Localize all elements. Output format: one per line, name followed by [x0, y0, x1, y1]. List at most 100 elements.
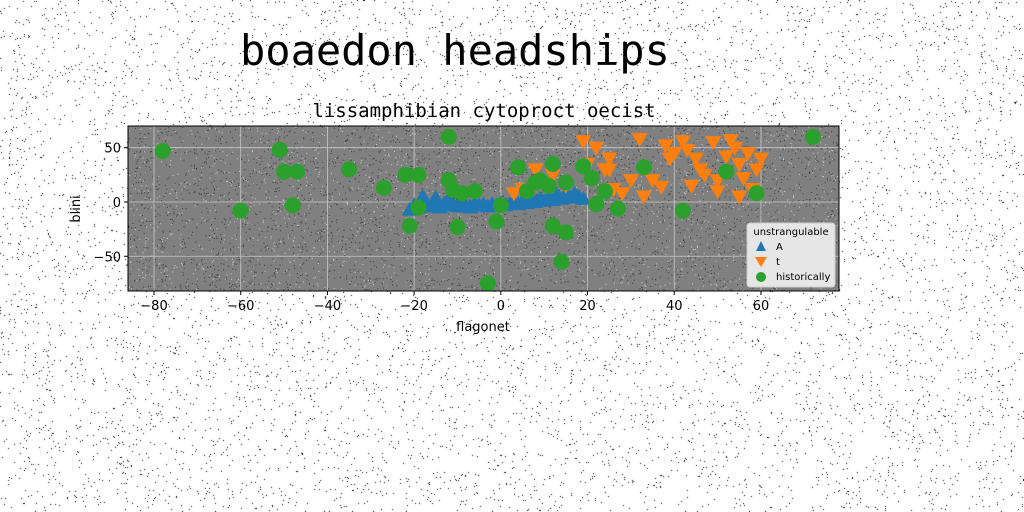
y-axis-label: blini — [69, 195, 84, 222]
point-t — [752, 152, 769, 167]
point-historically — [479, 275, 496, 292]
x-tick-label: −80 — [140, 299, 167, 314]
point-t — [527, 163, 544, 178]
point-t — [718, 150, 735, 165]
point-historically — [276, 163, 293, 180]
point-historically — [527, 174, 544, 191]
point-t — [696, 168, 713, 183]
x-tick-label: 0 — [497, 299, 505, 314]
point-historically — [596, 183, 613, 200]
legend-label-historically: historically — [776, 272, 830, 283]
point-historically — [575, 158, 592, 175]
point-t — [731, 190, 748, 205]
point-historically — [544, 217, 561, 234]
point-historically — [375, 179, 392, 196]
x-tick-label: −20 — [400, 299, 427, 314]
point-t — [709, 185, 726, 200]
point-a — [427, 189, 444, 204]
legend: unstrangulable A t historically — [746, 222, 836, 288]
point-historically — [553, 253, 570, 270]
legend-box — [746, 222, 836, 288]
point-historically — [401, 217, 418, 234]
point-historically — [674, 202, 691, 219]
point-historically — [540, 177, 557, 194]
point-historically — [410, 199, 427, 216]
plot-noise — [128, 126, 840, 292]
point-t — [601, 152, 618, 167]
point-historically — [492, 197, 509, 214]
point-t — [544, 168, 561, 183]
point-t — [679, 143, 696, 158]
point-t — [674, 135, 691, 150]
point-t — [575, 135, 592, 150]
point-historically — [583, 170, 600, 187]
point-historically — [557, 174, 574, 191]
point-historically — [449, 218, 466, 235]
point-historically — [609, 200, 626, 217]
point-t — [748, 163, 765, 178]
point-t — [731, 157, 748, 172]
point-historically — [718, 163, 735, 180]
x-tick-label: −60 — [227, 299, 254, 314]
legend-marker-t — [755, 257, 767, 267]
legend-marker-a — [756, 241, 766, 251]
point-a — [440, 190, 457, 205]
point-t — [722, 134, 739, 149]
point-t — [588, 141, 605, 156]
data-marks — [154, 128, 821, 292]
point-historically — [341, 161, 358, 178]
point-t — [614, 187, 631, 202]
point-historically — [440, 128, 457, 145]
point-historically — [488, 213, 505, 230]
point-t — [666, 147, 683, 162]
y-axis-ticks: −50 0 50 — [94, 142, 128, 265]
point-historically — [154, 142, 171, 159]
plot-frame — [127, 125, 840, 292]
point-historically — [635, 159, 652, 176]
point-t — [635, 190, 652, 205]
point-t — [601, 163, 618, 178]
point-historically — [588, 196, 605, 213]
point-t — [644, 174, 661, 189]
point-historically — [804, 128, 821, 145]
point-a — [575, 190, 592, 205]
legend-title: unstrangulable — [753, 227, 828, 238]
point-t — [631, 133, 648, 148]
x-axis-label: flagonet — [456, 320, 510, 335]
point-t — [687, 152, 704, 167]
legend-marker-historically — [756, 272, 766, 282]
legend-label-t: t — [776, 257, 780, 268]
point-t — [657, 139, 674, 154]
point-t — [505, 187, 522, 202]
point-t — [735, 172, 752, 187]
point-historically — [466, 183, 483, 200]
chart-title: lissamphibian cytoproct oecist — [312, 100, 655, 122]
y-tick-label: 50 — [104, 142, 121, 157]
point-t — [653, 180, 670, 195]
point-t — [683, 179, 700, 194]
x-axis-ticks: −80 −60 −40 −20 0 20 40 60 — [140, 291, 769, 314]
point-historically — [453, 185, 470, 202]
point-t — [739, 147, 756, 162]
plot-speckle-light — [128, 126, 840, 292]
x-tick-label: 60 — [753, 299, 770, 314]
y-tick-label: −50 — [94, 250, 121, 265]
point-historically — [289, 163, 306, 180]
point-historically — [410, 166, 427, 183]
point-a — [414, 188, 431, 203]
point-historically — [544, 155, 561, 172]
y-tick-label: 0 — [113, 196, 121, 211]
x-tick-label: 40 — [666, 299, 683, 314]
point-t — [726, 141, 743, 156]
point-historically — [284, 197, 301, 214]
point-historically — [557, 224, 574, 241]
legend-label-a: A — [776, 242, 783, 253]
point-historically — [271, 141, 288, 158]
point-t — [622, 174, 639, 189]
point-historically — [510, 159, 527, 176]
figure-title: boaedon headships — [240, 26, 670, 75]
x-tick-label: −40 — [314, 299, 341, 314]
point-t — [705, 136, 722, 151]
x-tick-label: 20 — [579, 299, 596, 314]
